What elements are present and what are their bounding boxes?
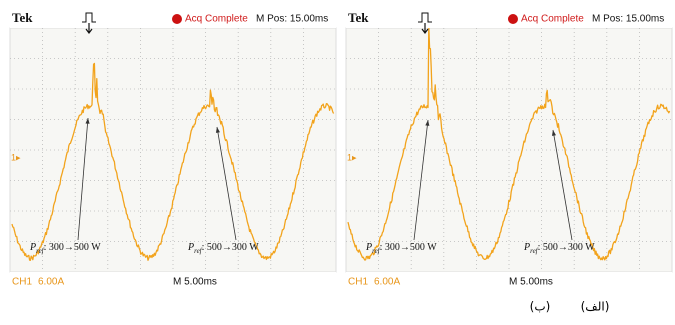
- symbol: P: [29, 242, 36, 253]
- annotation-text: : 500→300 W: [202, 242, 260, 253]
- channel-marker: 1▸: [347, 152, 357, 162]
- caption: (ب): [530, 300, 551, 314]
- channel: CH1: [348, 277, 368, 288]
- symbol: P: [365, 242, 372, 253]
- brand: Tek: [12, 10, 33, 25]
- annotation-text: : 500→300 W: [538, 242, 596, 253]
- channel-scale: 6.00A: [38, 277, 64, 288]
- channel-marker: 1▸: [11, 152, 21, 162]
- caption: (الف): [581, 300, 610, 314]
- status-dot: [172, 14, 182, 24]
- acq-status: Acq Complete: [185, 14, 248, 25]
- timebase: M 5.00ms: [173, 277, 217, 288]
- symbol: P: [187, 242, 194, 253]
- brand: Tek: [348, 10, 369, 25]
- position: M Pos: 15.00ms: [256, 14, 328, 25]
- channel: CH1: [12, 277, 32, 288]
- scope-screen: 1▸ Tek Acq Complete M Pos: 15.00ms CH1 6.00A M…: [346, 10, 672, 292]
- position: M Pos: 15.00ms: [592, 14, 664, 25]
- timebase: M 5.00ms: [509, 277, 553, 288]
- symbol: P: [523, 242, 530, 253]
- figure: (الف) (ب) 1▸ Tek Acq Complete M Pos: 15.00m…: [0, 0, 675, 320]
- acq-status: Acq Complete: [521, 14, 584, 25]
- annotation-text: : 300→500 W: [44, 242, 102, 253]
- channel-scale: 6.00A: [374, 277, 400, 288]
- scope-screen: 1▸ Tek Acq Complete M Pos: 15.00ms CH1 6.00A M…: [10, 10, 336, 292]
- annotation-text: : 300→500 W: [380, 242, 438, 253]
- status-dot: [508, 14, 518, 24]
